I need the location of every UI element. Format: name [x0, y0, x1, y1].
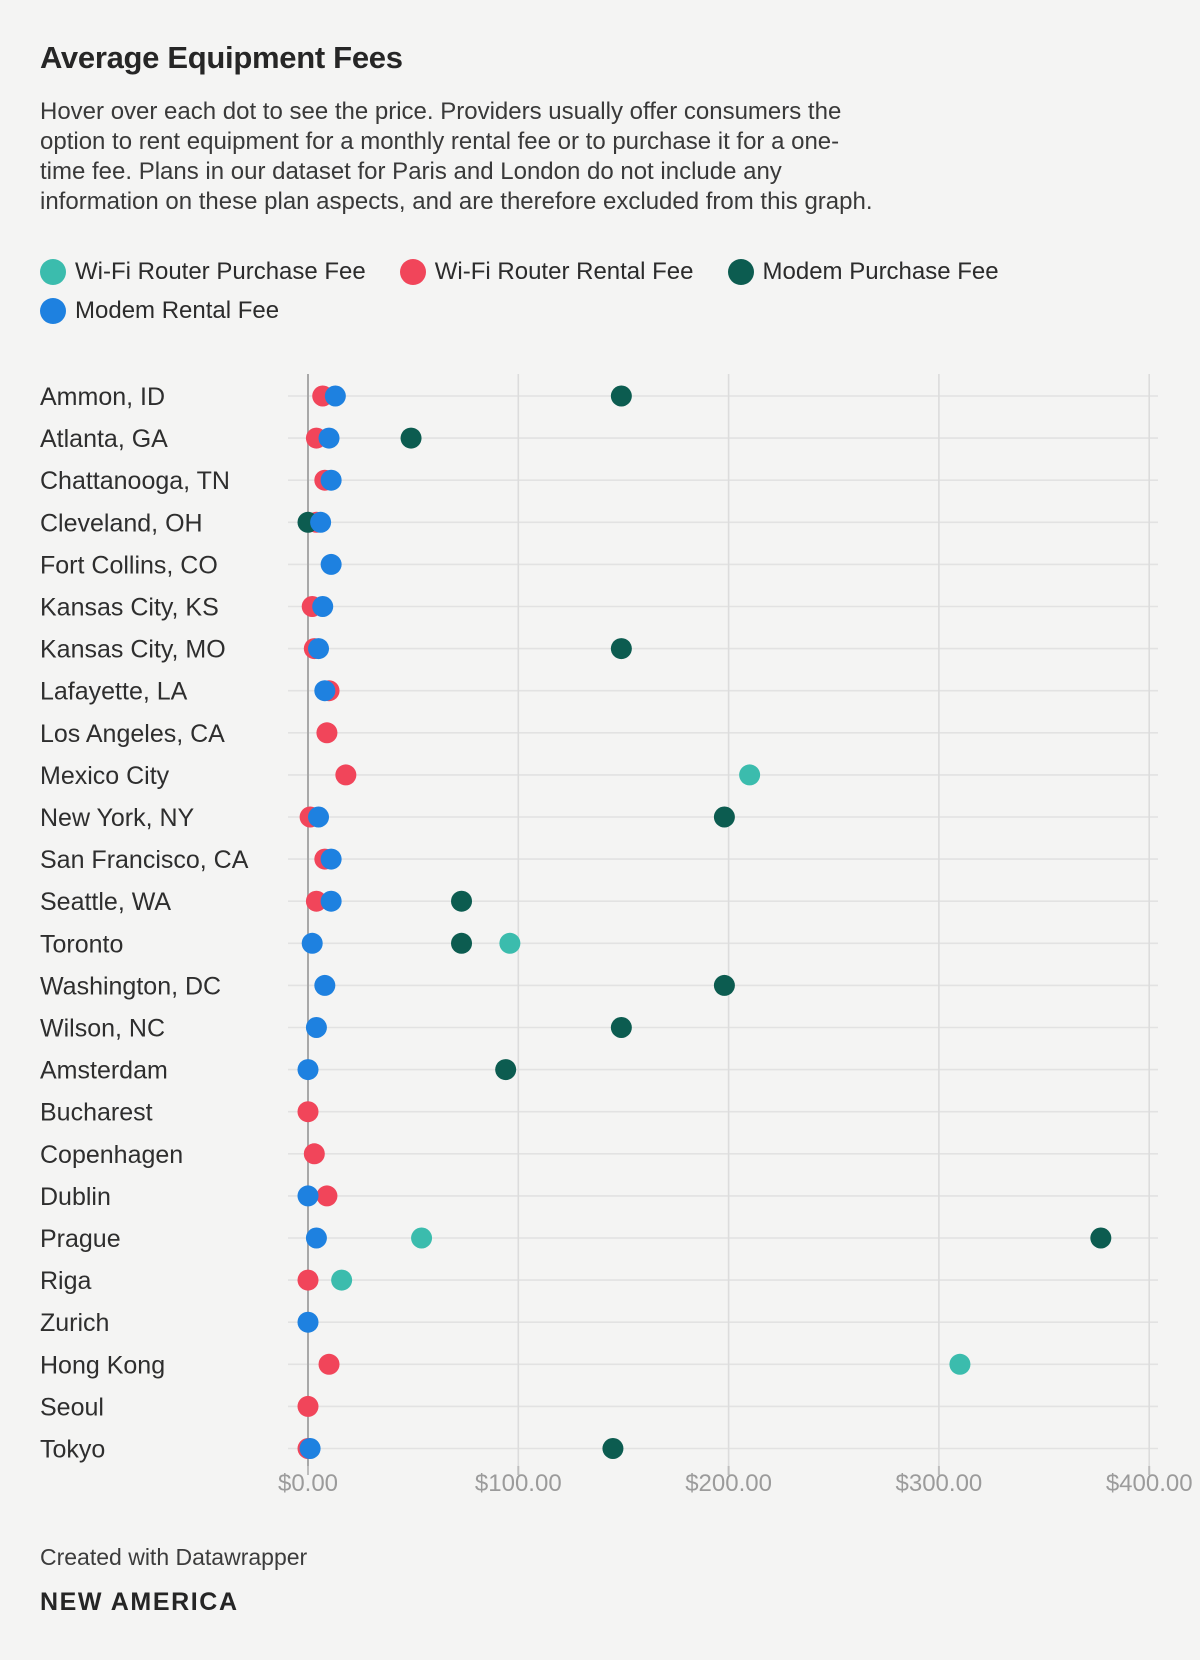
- row-label: New York, NY: [40, 804, 195, 832]
- legend-dot-icon: [40, 298, 66, 324]
- legend-item-wi-fi-router-purchase-fee: Wi-Fi Router Purchase Fee: [40, 258, 366, 286]
- legend-label: Wi-Fi Router Purchase Fee: [75, 258, 366, 285]
- dot-modem-rental-fee[interactable]: [297, 1185, 319, 1207]
- dot-wi-fi-router-purchase-fee[interactable]: [411, 1227, 433, 1249]
- chart-title: Average Equipment Fees: [40, 40, 403, 75]
- row-label: Cleveland, OH: [40, 509, 203, 537]
- dot-modem-purchase-fee[interactable]: [1090, 1227, 1112, 1249]
- dot-wi-fi-router-purchase-fee[interactable]: [499, 932, 521, 954]
- dot-modem-rental-fee[interactable]: [310, 511, 332, 533]
- dot-wi-fi-router-rental-fee[interactable]: [303, 1143, 325, 1165]
- dot-wi-fi-router-rental-fee[interactable]: [318, 1353, 340, 1375]
- row-label: Seattle, WA: [40, 888, 171, 916]
- dot-modem-rental-fee[interactable]: [305, 1017, 327, 1038]
- chart-description-line: option to rent equipment for a monthly r…: [40, 128, 840, 155]
- dot-modem-rental-fee[interactable]: [314, 680, 336, 702]
- dot-modem-purchase-fee[interactable]: [610, 385, 632, 407]
- dot-modem-purchase-fee[interactable]: [713, 974, 735, 996]
- chart-description: Hover over each dot to see the price. Pr…: [40, 97, 873, 217]
- axis-tick-label: $100.00: [475, 1470, 562, 1497]
- dot-wi-fi-router-rental-fee[interactable]: [297, 1395, 319, 1417]
- dot-modem-rental-fee[interactable]: [314, 974, 336, 996]
- row-label: Mexico City: [40, 762, 170, 790]
- datawrapper-credit: Created with Datawrapper: [40, 1544, 308, 1570]
- row-label: Washington, DC: [40, 972, 221, 1000]
- dot-modem-purchase-fee[interactable]: [495, 1059, 517, 1081]
- dot-modem-rental-fee[interactable]: [301, 932, 323, 954]
- dot-wi-fi-router-rental-fee[interactable]: [316, 722, 338, 744]
- row-label: Hong Kong: [40, 1351, 165, 1379]
- axis-tick-label: $200.00: [685, 1470, 772, 1497]
- dot-modem-rental-fee[interactable]: [297, 1311, 319, 1333]
- row-label: Kansas City, MO: [40, 636, 226, 664]
- dot-plot: $0.00 $100.00 $200.00 $300.00 $400.00 Ammon, …: [40, 374, 1193, 1497]
- row-label: Zurich: [40, 1309, 109, 1337]
- row-label: Atlanta, GA: [40, 425, 168, 453]
- dot-modem-purchase-fee[interactable]: [713, 806, 735, 828]
- dot-wi-fi-router-rental-fee[interactable]: [316, 1185, 338, 1207]
- row-label: Fort Collins, CO: [40, 551, 218, 579]
- row-label: Chattanooga, TN: [40, 467, 230, 495]
- row-label: Prague: [40, 1225, 121, 1253]
- axis-tick-label: $300.00: [896, 1470, 983, 1497]
- dot-wi-fi-router-rental-fee[interactable]: [297, 1269, 319, 1291]
- dot-wi-fi-router-rental-fee[interactable]: [335, 764, 357, 786]
- dot-modem-rental-fee[interactable]: [312, 596, 334, 617]
- row-label: San Francisco, CA: [40, 846, 249, 874]
- legend-dot-icon: [40, 259, 66, 285]
- dot-wi-fi-router-rental-fee[interactable]: [305, 890, 327, 912]
- chart-description-line: time fee. Plans in our dataset for Paris…: [40, 158, 782, 185]
- legend-label: Modem Purchase Fee: [762, 258, 999, 285]
- row-label: Los Angeles, CA: [40, 720, 225, 748]
- row-label: Riga: [40, 1267, 92, 1295]
- dot-wi-fi-router-purchase-fee[interactable]: [949, 1353, 971, 1375]
- dot-wi-fi-router-purchase-fee[interactable]: [331, 1269, 353, 1291]
- dot-modem-rental-fee[interactable]: [324, 385, 346, 407]
- dot-modem-rental-fee[interactable]: [320, 469, 342, 491]
- axis-tick-label: $0.00: [278, 1470, 338, 1497]
- dot-modem-purchase-fee[interactable]: [451, 932, 473, 954]
- dot-modem-purchase-fee[interactable]: [451, 890, 473, 912]
- dot-wi-fi-router-rental-fee[interactable]: [297, 1101, 319, 1123]
- legend-item-modem-rental-fee: Modem Rental Fee: [40, 297, 279, 325]
- dot-modem-rental-fee[interactable]: [299, 1438, 321, 1459]
- dot-modem-purchase-fee[interactable]: [602, 1438, 624, 1459]
- legend-label: Modem Rental Fee: [75, 297, 280, 324]
- row-label: Toronto: [40, 930, 123, 958]
- dot-modem-rental-fee[interactable]: [308, 638, 330, 660]
- row-label: Amsterdam: [40, 1057, 168, 1085]
- row-label: Ammon, ID: [40, 383, 165, 411]
- dot-modem-purchase-fee[interactable]: [610, 1017, 632, 1038]
- legend: Wi-Fi Router Purchase Fee Wi-Fi Router Re…: [40, 258, 1130, 325]
- legend-dot-icon: [399, 259, 426, 285]
- row-label: Wilson, NC: [40, 1015, 165, 1043]
- row-label: Tokyo: [40, 1436, 105, 1464]
- legend-item-wi-fi-router-rental-fee: Wi-Fi Router Rental Fee: [399, 258, 694, 286]
- dot-modem-purchase-fee[interactable]: [610, 638, 632, 660]
- dot-wi-fi-router-purchase-fee[interactable]: [739, 764, 761, 786]
- dot-modem-rental-fee[interactable]: [308, 806, 330, 828]
- chart-description-line: information on these plan aspects, and a…: [40, 188, 873, 215]
- dot-modem-rental-fee[interactable]: [320, 553, 342, 575]
- axis-tick-label: $400.00: [1106, 1470, 1193, 1497]
- dot-modem-rental-fee[interactable]: [320, 848, 342, 870]
- legend-label: Wi-Fi Router Rental Fee: [434, 258, 694, 285]
- row-label: Seoul: [40, 1393, 104, 1421]
- dot-modem-rental-fee[interactable]: [305, 1227, 327, 1249]
- dot-modem-rental-fee[interactable]: [297, 1059, 319, 1081]
- row-label: Copenhagen: [40, 1141, 183, 1169]
- legend-dot-icon: [727, 259, 754, 285]
- row-label: Dublin: [40, 1183, 111, 1211]
- brand-logo: NEW AMERICA: [40, 1588, 239, 1616]
- dot-modem-rental-fee[interactable]: [318, 427, 340, 449]
- dot-modem-purchase-fee[interactable]: [400, 427, 422, 449]
- row-label: Bucharest: [40, 1099, 153, 1127]
- legend-item-modem-purchase-fee: Modem Purchase Fee: [727, 258, 999, 286]
- chart-description-line: Hover over each dot to see the price. Pr…: [40, 98, 842, 125]
- row-label: Kansas City, KS: [40, 594, 219, 622]
- row-label: Lafayette, LA: [40, 678, 188, 706]
- dot-modem-rental-fee[interactable]: [320, 890, 342, 912]
